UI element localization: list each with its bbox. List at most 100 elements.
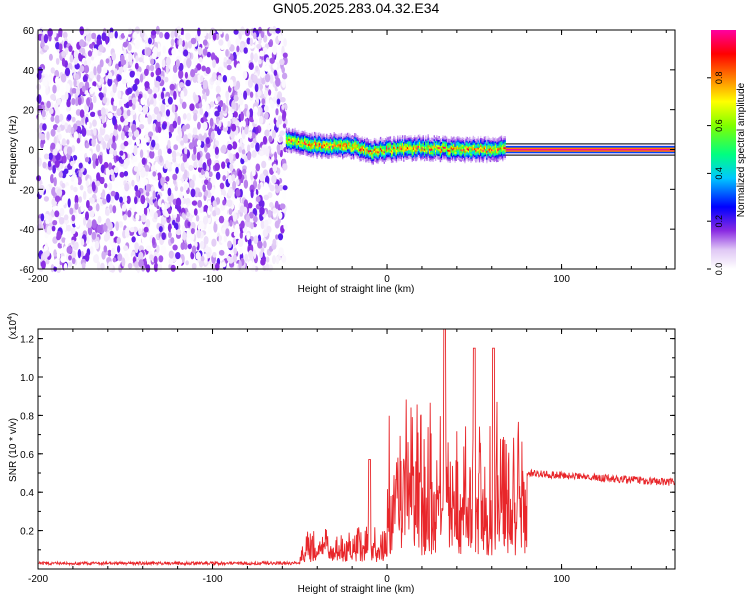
heatmap-cell xyxy=(123,140,129,147)
heatmap-cell xyxy=(414,135,416,138)
heatmap-cell xyxy=(169,83,175,91)
heatmap-cell xyxy=(453,136,455,139)
heatmap-cell xyxy=(134,78,140,85)
heatmap-cell xyxy=(71,87,77,94)
heatmap-cell xyxy=(279,203,286,210)
heatmap-cell xyxy=(279,130,286,136)
heatmap-cell xyxy=(167,207,172,215)
heatmap-cell xyxy=(161,232,166,241)
heatmap-cell xyxy=(364,136,366,139)
heatmap-cell xyxy=(422,135,424,138)
heatmap-cell xyxy=(171,150,177,160)
heatmap-cell xyxy=(238,146,242,153)
heatmap-cell xyxy=(123,170,129,177)
heatmap-cell xyxy=(134,196,138,205)
heatmap-cell xyxy=(202,162,207,172)
heatmap-cell xyxy=(316,135,318,138)
heatmap-cell xyxy=(117,90,122,99)
heatmap-cell xyxy=(98,133,103,142)
heatmap-cell xyxy=(461,137,464,140)
heatmap-cell xyxy=(327,135,329,138)
heatmap-cell xyxy=(153,255,158,265)
heatmap-cell xyxy=(99,176,105,185)
heatmap-cell xyxy=(215,85,221,94)
heatmap-cell xyxy=(144,81,150,89)
heatmap-cell xyxy=(163,146,168,155)
heatmap-cell xyxy=(86,200,90,209)
heatmap-cell xyxy=(251,132,256,139)
heatmap-cell xyxy=(247,144,251,152)
heatmap-cell xyxy=(66,246,73,254)
spectrogram-cells xyxy=(35,25,675,274)
heatmap-cell xyxy=(180,186,184,192)
heatmap-cell xyxy=(323,133,326,136)
heatmap-cell xyxy=(79,26,85,36)
heatmap-cell xyxy=(92,263,96,272)
heatmap-cell xyxy=(263,35,268,43)
heatmap-cell xyxy=(217,96,221,102)
heatmap-cell xyxy=(143,226,149,233)
heatmap-cell xyxy=(218,235,223,242)
heatmap-cell xyxy=(470,139,472,142)
heatmap-cell xyxy=(95,203,100,212)
heatmap-cell xyxy=(300,130,302,134)
heatmap-cell xyxy=(112,150,118,156)
heatmap-cell xyxy=(215,171,221,180)
heatmap-cell xyxy=(271,129,276,139)
heatmap-cell xyxy=(56,52,60,59)
heatmap-cell xyxy=(93,66,97,76)
heatmap-cell xyxy=(236,63,242,71)
heatmap-cell xyxy=(491,138,493,141)
heatmap-cell xyxy=(145,47,151,57)
heatmap-cell xyxy=(199,220,205,230)
heatmap-cell xyxy=(167,195,171,202)
heatmap-cell xyxy=(247,131,252,138)
heatmap-cell xyxy=(438,136,440,139)
heatmap-cell xyxy=(205,66,211,75)
heatmap-cell xyxy=(272,207,278,214)
heatmap-cell xyxy=(183,193,188,200)
heatmap-cell xyxy=(192,127,198,135)
heatmap-cell xyxy=(212,59,216,68)
heatmap-cell xyxy=(168,103,173,113)
heatmap-cell xyxy=(467,137,470,141)
heatmap-cell xyxy=(406,136,409,139)
heatmap-cell xyxy=(419,134,421,137)
heatmap-cell xyxy=(171,48,177,56)
heatmap-cell xyxy=(235,152,240,160)
heatmap-cell xyxy=(135,55,139,63)
heatmap-cell xyxy=(170,30,175,39)
heatmap-cell xyxy=(60,85,65,93)
heatmap-cell xyxy=(84,157,90,163)
heatmap-cell xyxy=(443,135,445,138)
heatmap-cell xyxy=(375,138,377,141)
heatmap-cell xyxy=(167,139,171,149)
heatmap-cell xyxy=(171,103,176,113)
heatmap-cell xyxy=(165,176,170,182)
heatmap-cell xyxy=(61,182,66,189)
heatmap-cell xyxy=(372,140,374,144)
heatmap-cell xyxy=(74,218,81,228)
heatmap-cell xyxy=(168,258,174,265)
heatmap-cell xyxy=(74,202,79,210)
heatmap-cell xyxy=(196,108,201,118)
heatmap-cell xyxy=(209,117,214,127)
heatmap-cell xyxy=(194,67,198,74)
heatmap-cell xyxy=(133,146,138,156)
heatmap-cell xyxy=(172,173,178,181)
heatmap-cell xyxy=(85,180,90,187)
heatmap-cell xyxy=(145,184,150,193)
heatmap-cell xyxy=(66,99,71,108)
heatmap-cell xyxy=(246,151,252,161)
heatmap-cell xyxy=(179,82,185,88)
heatmap-cell xyxy=(184,161,189,169)
heatmap-cell xyxy=(139,113,144,123)
heatmap-cell xyxy=(103,245,108,253)
heatmap-cell xyxy=(434,137,437,140)
heatmap-cell xyxy=(106,193,111,203)
heatmap-cell xyxy=(250,222,254,230)
heatmap-cell xyxy=(218,120,222,128)
heatmap-cell xyxy=(333,132,335,135)
heatmap-cell xyxy=(170,264,176,272)
heatmap-cell xyxy=(81,127,87,137)
